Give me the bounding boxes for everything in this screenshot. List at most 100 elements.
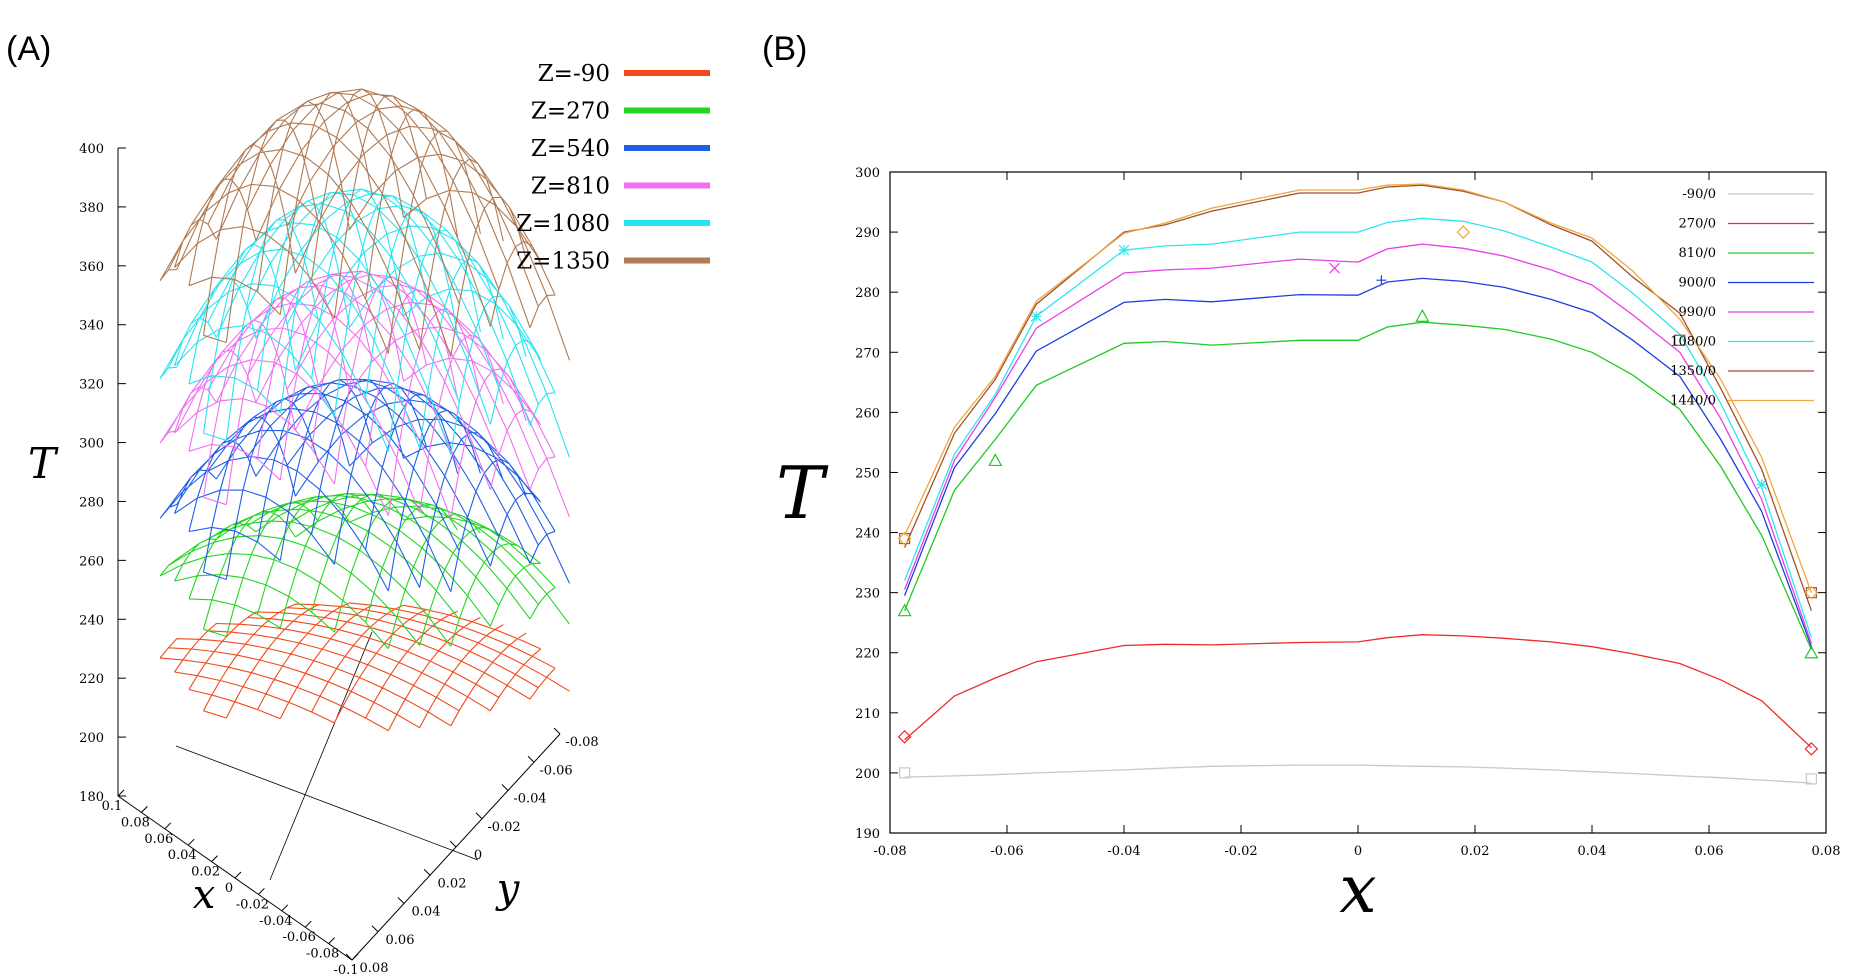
surface-mesh (159, 88, 571, 361)
y-axis-label: T (776, 451, 829, 535)
x-tick-label: -0.04 (1107, 844, 1140, 859)
x-tick-label: -0.08 (873, 844, 906, 859)
series-line (903, 217, 1813, 638)
z-tick-label: 340 (79, 319, 104, 334)
y-tick-label: 300 (855, 166, 880, 181)
x-tick-mark (141, 806, 148, 813)
data-marker (1376, 275, 1387, 286)
data-marker (988, 453, 1003, 467)
y-tick-label: 240 (855, 527, 880, 542)
z-tick-label: 400 (79, 142, 104, 157)
y-tick-label: 220 (855, 647, 880, 662)
data-marker (1456, 225, 1471, 239)
y-tick-label: 290 (855, 226, 880, 241)
surface-2 (159, 378, 570, 592)
data-marker (899, 532, 911, 545)
series-line (904, 634, 1812, 749)
x-tick-label: -0.02 (236, 897, 269, 912)
x-tick-label: 0.1 (102, 799, 123, 814)
series-line (903, 321, 1812, 650)
legend-label: Z=1080 (516, 211, 610, 237)
legend-label: -90/0 (1682, 187, 1716, 202)
series-line (903, 243, 1813, 644)
data-marker (1804, 645, 1819, 659)
x-tick-mark (187, 838, 195, 846)
data-marker (1804, 585, 1819, 600)
surface-mesh (159, 492, 570, 649)
legend-label: 1350/0 (1670, 364, 1716, 379)
x-tick-label: -0.06 (283, 930, 316, 945)
panel-a-label: (A) (6, 30, 52, 68)
y-tick-label: 210 (855, 707, 880, 722)
x-tick-mark (164, 822, 172, 830)
x-guide-line (175, 745, 479, 861)
y-tick-label: -0.08 (565, 735, 598, 750)
z-tick-label: 320 (79, 378, 104, 393)
z-tick-label: 180 (79, 790, 104, 805)
z-tick-label: 200 (79, 731, 104, 746)
legend-label: Z=1350 (516, 249, 610, 275)
x-tick-label: 0.06 (144, 832, 173, 847)
x-tick-label: 0.02 (191, 865, 220, 880)
y-tick-label: 0.08 (360, 961, 389, 976)
series-line (903, 277, 1813, 647)
x-tick-label: -0.1 (333, 963, 358, 977)
x-tick-label: 0.08 (121, 815, 150, 830)
x-tick-mark (328, 937, 335, 944)
data-marker (1756, 479, 1768, 490)
x-tick-label: -0.02 (1224, 844, 1257, 859)
y-tick-label: -0.02 (487, 820, 520, 835)
y-tick-mark (345, 953, 353, 961)
surface-1 (159, 492, 570, 649)
legend-label: 900/0 (1679, 276, 1716, 291)
legend-label: 810/0 (1679, 246, 1716, 261)
y-axis-label: y (495, 866, 521, 912)
x-tick-mark (234, 871, 242, 879)
series-line (904, 183, 1813, 593)
y-tick-label: -0.04 (513, 792, 546, 807)
x-tick-label: -0.08 (306, 947, 339, 962)
surface-mesh (159, 188, 571, 458)
x-tick-label: 0.08 (1812, 844, 1841, 859)
x-tick-label: 0.04 (168, 848, 197, 863)
x-tick-label: 0.06 (1695, 844, 1724, 859)
y-tick-label: 260 (855, 406, 880, 421)
y-tick-label: 0 (474, 848, 482, 863)
x-tick-mark (304, 920, 312, 928)
z-tick-label: 380 (79, 201, 104, 216)
x-tick-label: 0 (225, 881, 233, 896)
y-tick-mark (371, 925, 379, 933)
surface-0 (159, 602, 570, 732)
data-marker (897, 730, 912, 744)
y-tick-mark (527, 755, 535, 763)
legend-label: Z=810 (531, 174, 610, 200)
z-tick-label: 240 (79, 613, 104, 628)
surface-mesh (159, 602, 570, 732)
data-marker (897, 531, 912, 546)
data-marker (899, 767, 911, 779)
panel-b-label: (B) (762, 30, 808, 68)
y-tick-label: 270 (855, 346, 880, 361)
y-tick-mark (397, 897, 405, 904)
y-tick-label: 0.06 (386, 933, 415, 948)
legend-label: 1080/0 (1670, 335, 1716, 350)
y-tick-label: 200 (855, 767, 880, 782)
x-tick-mark (351, 953, 359, 961)
data-marker (1415, 308, 1430, 322)
y-tick-label: 0.02 (438, 876, 467, 891)
y-tick-mark (423, 868, 431, 876)
legend-label: 1440/0 (1670, 394, 1716, 409)
data-marker (897, 603, 912, 617)
surface-4 (159, 188, 571, 458)
legend-label: 270/0 (1679, 217, 1716, 232)
x-tick-label: 0.04 (1578, 844, 1607, 859)
plot-frame (889, 171, 1827, 834)
z-tick-label: 280 (79, 495, 104, 510)
data-marker (1030, 310, 1042, 322)
legend-label: 990/0 (1679, 305, 1716, 320)
x-tick-label: -0.06 (990, 844, 1023, 859)
y-tick-label: -0.06 (539, 763, 572, 778)
x-tick-mark (281, 904, 289, 912)
surface-5 (159, 88, 571, 361)
